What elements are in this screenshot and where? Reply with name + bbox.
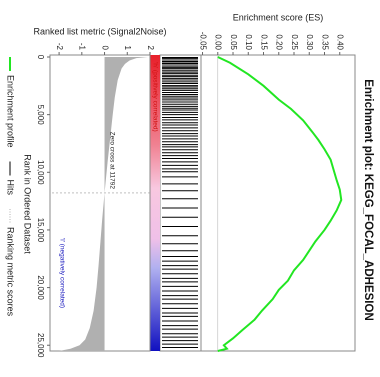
- color-band: [150, 55, 160, 351]
- x-tick-label: 0: [36, 55, 45, 60]
- metric-area: [59, 57, 148, 351]
- plot: Enrichment plot: KEGG_FOCAL_ADHESION 0 5,…: [6, 12, 374, 358]
- y2-tick-label: 0: [100, 46, 109, 51]
- annotation: 'h' (positively correlated): [151, 62, 158, 132]
- legend-label: Hits: [6, 180, 16, 196]
- y-tick-label: 0.15: [259, 34, 268, 50]
- y2-tick-label: 1: [123, 46, 132, 51]
- y-tick-label: 0.20: [275, 34, 284, 50]
- y2-tick-label: -2: [55, 43, 64, 51]
- y-tick-label: 0.25: [290, 34, 299, 50]
- y-tick-label: 0.40: [336, 34, 345, 50]
- es-line: [217, 56, 343, 352]
- annotation: 'l' (negatively correlated): [58, 238, 65, 308]
- x-tick-label: 5,000: [36, 105, 45, 126]
- y-tick-label: 0.05: [229, 34, 238, 50]
- chart-title: Enrichment plot: KEGG_FOCAL_ADHESION: [362, 79, 374, 321]
- y-tick-label: 0.30: [305, 34, 314, 50]
- x-axis-label: Rank in Ordered Dataset: [23, 154, 33, 254]
- legend-label: Enrichment profile: [6, 75, 16, 148]
- y-tick-label: 0.35: [320, 34, 329, 50]
- y2-tick-label: 2: [146, 46, 155, 51]
- annotation: Zero cross at 11792: [108, 132, 115, 190]
- y-axis-label: Enrichment score (ES): [233, 12, 324, 22]
- legend-label: Ranking metric scores: [6, 227, 16, 317]
- y2-axis-label: Ranked list metric (Signal2Noise): [33, 26, 166, 36]
- y-tick-label: 0.10: [244, 34, 253, 50]
- y-tick-label: -0.05: [198, 32, 207, 51]
- x-tick-label: 20,000: [36, 275, 45, 300]
- y2-tick-label: -1: [78, 43, 87, 51]
- x-tick-label: 15,000: [36, 218, 45, 243]
- y-tick-label: 0.00: [214, 34, 223, 50]
- x-tick-label: 25,000: [36, 333, 45, 358]
- x-tick-label: 10,000: [36, 160, 45, 185]
